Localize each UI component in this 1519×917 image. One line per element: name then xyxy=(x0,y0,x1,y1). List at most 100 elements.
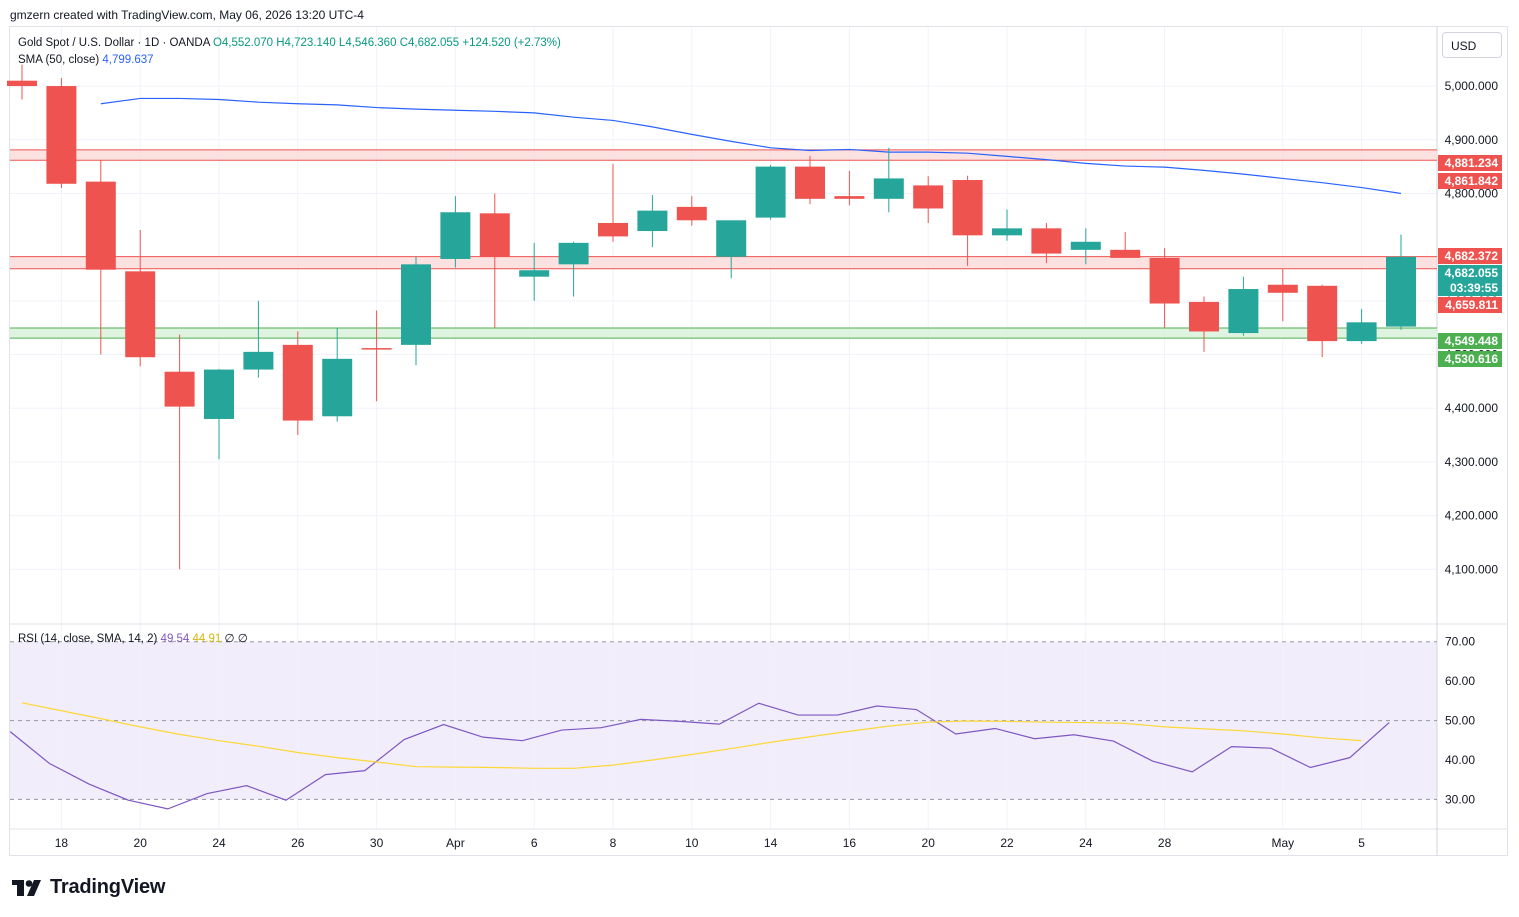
rsi-value: 49.54 xyxy=(160,633,190,645)
high-value: H4,723.140 xyxy=(276,37,336,49)
candle-body xyxy=(873,178,904,199)
candle-body xyxy=(282,344,313,421)
candle-body xyxy=(479,213,510,257)
price-level-label: 4,682.055 xyxy=(1445,266,1499,280)
created-by-note: gmzern created with TradingView.com, May… xyxy=(10,8,364,22)
time-tick-label: 16 xyxy=(843,836,857,850)
candle-body xyxy=(795,166,825,199)
candle-body xyxy=(913,185,944,209)
candle-body xyxy=(1110,249,1141,258)
price-level-label: 4,682.372 xyxy=(1445,249,1499,263)
candle-body xyxy=(125,271,156,358)
rsi-sma-value: 44.91 xyxy=(192,633,222,645)
candle-body xyxy=(1189,301,1219,332)
candle-body xyxy=(164,371,195,407)
candle-body xyxy=(401,264,431,345)
price-legend: Gold Spot / U.S. Dollar · 1D · OANDA O4,… xyxy=(18,35,561,69)
rsi-tick-label: 60.00 xyxy=(1445,674,1475,688)
time-tick-label: 6 xyxy=(531,836,538,850)
candle-body xyxy=(834,196,865,199)
zone-red xyxy=(10,149,1437,161)
candle-body xyxy=(992,228,1022,236)
time-tick-label: 24 xyxy=(212,836,226,850)
candle-body xyxy=(1228,289,1259,334)
candle-body xyxy=(1267,284,1298,293)
time-tick-label: 10 xyxy=(685,836,699,850)
brand-name: TradingView xyxy=(50,876,166,898)
sma-value: 4,799.637 xyxy=(102,54,154,66)
candle-body xyxy=(558,242,589,265)
candle-body xyxy=(952,180,983,236)
price-level-badge xyxy=(1438,173,1502,189)
sma-label[interactable]: SMA (50, close) xyxy=(18,54,100,66)
candle-body xyxy=(243,351,274,370)
price-tick-label: 5,000.000 xyxy=(1445,79,1499,93)
currency-button[interactable]: USD xyxy=(1442,32,1502,58)
zone-green xyxy=(10,327,1437,339)
tradingview-logo-icon xyxy=(12,879,41,896)
candle-body xyxy=(716,220,747,257)
price-level-badge xyxy=(1438,297,1502,313)
rsi-label[interactable]: RSI (14, close, SMA, 14, 2) xyxy=(18,633,158,645)
time-tick-label: Apr xyxy=(446,836,465,850)
candle-body xyxy=(46,86,77,184)
chart-frame xyxy=(9,26,1508,856)
candle-body xyxy=(1031,228,1062,254)
time-tick-label: 5 xyxy=(1358,836,1365,850)
rsi-sma-line xyxy=(21,702,1362,769)
candle-body xyxy=(85,181,116,270)
brand-logo: TradingView xyxy=(12,876,165,899)
price-tick-label: 4,100.000 xyxy=(1445,562,1499,576)
price-level-label: 4,659.811 xyxy=(1445,298,1498,312)
time-tick-label: 14 xyxy=(764,836,778,850)
price-level-badge xyxy=(1438,333,1502,349)
rsi-tick-label: 70.00 xyxy=(1445,635,1475,649)
price-level-badge xyxy=(1438,280,1502,296)
candle-body xyxy=(440,212,471,259)
time-tick-label: 8 xyxy=(610,836,617,850)
candle-body xyxy=(1149,257,1180,304)
time-tick-label: 20 xyxy=(134,836,148,850)
rsi-extra-1: ∅ xyxy=(224,633,235,645)
price-level-badge xyxy=(1438,351,1502,367)
candle-body xyxy=(1307,285,1338,342)
price-tick-label: 4,200.000 xyxy=(1445,509,1499,523)
time-tick-label: 18 xyxy=(55,836,69,850)
price-level-badge xyxy=(1438,155,1502,171)
price-tick-label: 4,300.000 xyxy=(1445,455,1499,469)
rsi-tick-label: 40.00 xyxy=(1445,753,1475,767)
time-tick-label: 28 xyxy=(1158,836,1172,850)
time-tick-label: May xyxy=(1271,836,1294,850)
time-tick-label: 24 xyxy=(1079,836,1093,850)
time-tick-label: 20 xyxy=(922,836,936,850)
change-value: +124.520 (+2.73%) xyxy=(462,37,561,49)
candle-body xyxy=(1070,241,1101,250)
price-level-badge xyxy=(1438,265,1502,281)
candle-body xyxy=(361,348,392,350)
open-value: O4,552.070 xyxy=(212,37,274,49)
price-level-label: 4,549.448 xyxy=(1445,334,1499,348)
rsi-legend: RSI (14, close, SMA, 14, 2) 49.54 44.91 … xyxy=(18,631,248,645)
price-level-label: 4,881.234 xyxy=(1445,156,1499,170)
time-tick-label: 22 xyxy=(1000,836,1014,850)
price-level-label: 4,861.842 xyxy=(1445,174,1499,188)
zone-red xyxy=(10,256,1437,269)
candle-body xyxy=(519,270,550,277)
rsi-tick-label: 50.00 xyxy=(1445,714,1475,728)
price-tick-label: 4,800.000 xyxy=(1445,186,1499,200)
rsi-line xyxy=(9,702,1390,810)
candle-body xyxy=(204,369,234,419)
price-tick-label: 4,900.000 xyxy=(1445,133,1499,147)
rsi-tick-label: 30.00 xyxy=(1445,792,1475,806)
sma-50-line xyxy=(100,97,1402,195)
low-value: L4,546.360 xyxy=(338,37,397,49)
close-value: C4,682.055 xyxy=(399,37,460,49)
rsi-extra-2: ∅ xyxy=(237,633,248,645)
candle-body xyxy=(676,206,707,221)
symbol-label[interactable]: Gold Spot / U.S. Dollar · 1D · OANDA xyxy=(18,37,210,49)
price-level-label: 4,530.616 xyxy=(1445,352,1499,366)
candle-body xyxy=(7,80,37,87)
candle-body xyxy=(1346,322,1377,342)
candle-body xyxy=(1386,256,1416,327)
